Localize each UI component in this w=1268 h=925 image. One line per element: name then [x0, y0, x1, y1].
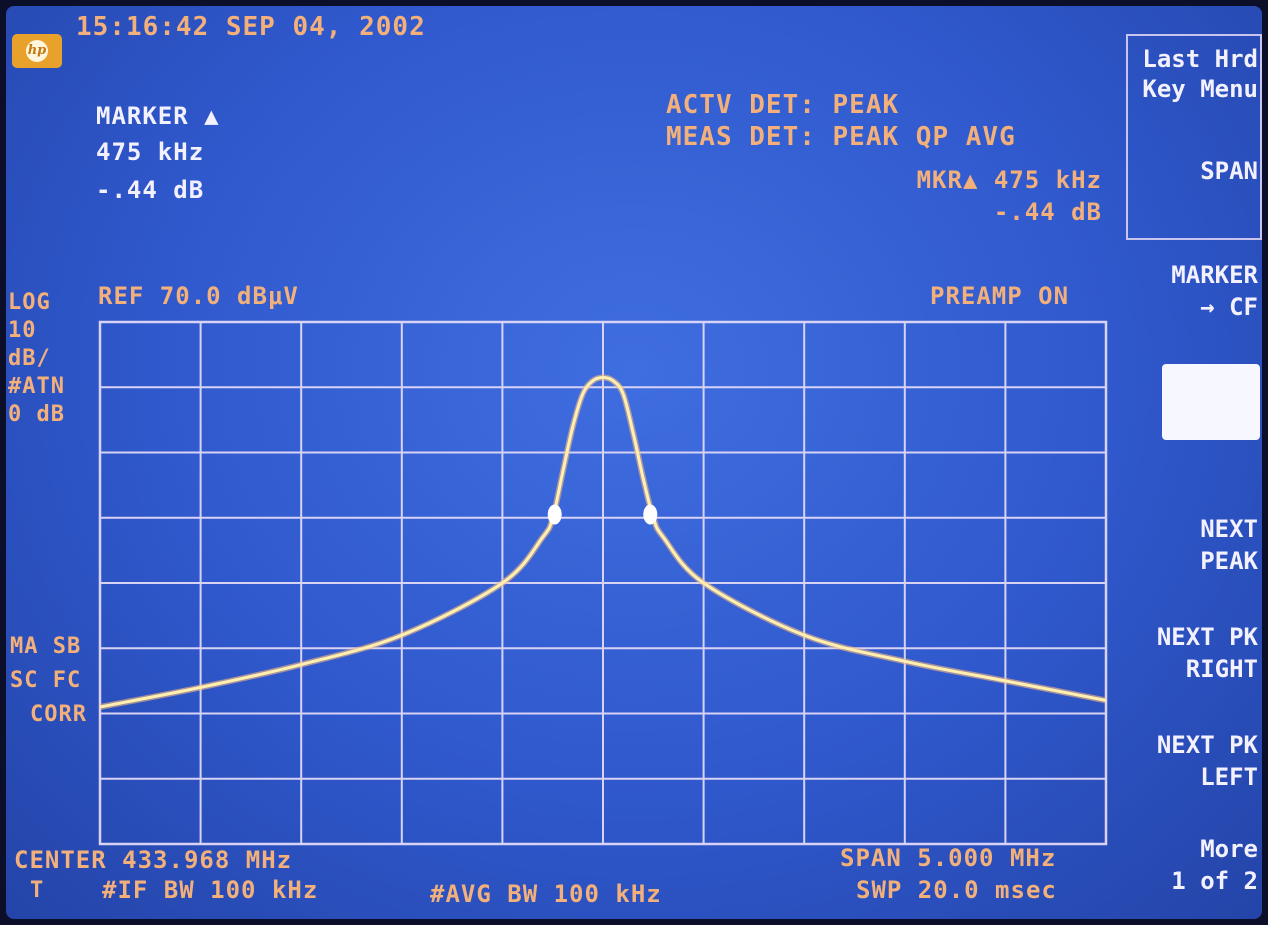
- spectrum-trace: [99, 375, 1107, 709]
- softkey-marker-to-cf-1[interactable]: MARKER: [1171, 261, 1258, 289]
- softkey-next-pk-right-2[interactable]: RIGHT: [1185, 655, 1258, 683]
- scale-unit: dB/: [8, 346, 51, 371]
- correction-line-1: MA SB: [10, 634, 82, 659]
- avg-bandwidth: #AVG BW 100 kHz: [430, 880, 662, 908]
- marker-label: MARKER ▲: [96, 102, 220, 130]
- attenuation-value: 0 dB: [8, 402, 65, 427]
- center-frequency: CENTER 433.968 MHz: [14, 846, 293, 874]
- spectrum-plot: [98, 320, 1108, 846]
- active-detector: ACTV DET: PEAK: [666, 90, 900, 120]
- hp-logo-icon: hp: [12, 34, 62, 68]
- softkey-more-2[interactable]: 1 of 2: [1171, 867, 1258, 895]
- softkey-next-peak-2[interactable]: PEAK: [1200, 547, 1258, 575]
- correction-line-3: CORR: [30, 702, 87, 727]
- analyzer-screen: hp 15:16:42 SEP 04, 2002 MARKER ▲ 475 kH…: [6, 6, 1262, 919]
- scale-log: LOG: [8, 290, 51, 315]
- timestamp: 15:16:42 SEP 04, 2002: [76, 12, 426, 42]
- marker-level: -.44 dB: [96, 176, 205, 204]
- marker-1-diamond: [547, 504, 562, 525]
- softkey-next-pk-left-1[interactable]: NEXT PK: [1156, 731, 1258, 759]
- reference-level: REF 70.0 dBμV: [98, 282, 299, 310]
- if-bandwidth: #IF BW 100 kHz: [102, 876, 319, 904]
- softkey-more-1[interactable]: More: [1200, 835, 1258, 863]
- marker-delta-frequency: MKR▲ 475 kHz: [916, 166, 1102, 194]
- span-value: SPAN 5.000 MHz: [840, 844, 1057, 872]
- softkey-marker-to-cf-2[interactable]: → CF: [1200, 293, 1258, 321]
- trace-indicator: T: [30, 878, 45, 903]
- marker-delta-level: -.44 dB: [993, 198, 1102, 226]
- softkey-next-peak-1[interactable]: NEXT: [1200, 515, 1258, 543]
- marker-2-diamond: [643, 504, 658, 525]
- sweep-time: SWP 20.0 msec: [856, 876, 1057, 904]
- marker-frequency: 475 kHz: [96, 138, 205, 166]
- measure-detector: MEAS DET: PEAK QP AVG: [666, 122, 1016, 152]
- menu-title-1: Last Hrd: [1142, 45, 1258, 73]
- menu-title-2: Key Menu: [1142, 75, 1258, 103]
- softkey-span[interactable]: SPAN: [1200, 157, 1258, 185]
- preamp-status: PREAMP ON: [930, 282, 1070, 310]
- scale-value: 10: [8, 318, 37, 343]
- softkey-next-pk-right-1[interactable]: NEXT PK: [1156, 623, 1258, 651]
- last-hard-key-menu-box: [1126, 34, 1262, 240]
- attenuation-label: #ATN: [8, 374, 65, 399]
- correction-line-2: SC FC: [10, 668, 82, 693]
- softkey-panel: Last Hrd Key Menu SPAN MARKER → CF NEXT …: [1122, 24, 1262, 900]
- softkey-next-pk-left-2[interactable]: LEFT: [1200, 763, 1258, 791]
- blank-softkey[interactable]: [1162, 364, 1260, 440]
